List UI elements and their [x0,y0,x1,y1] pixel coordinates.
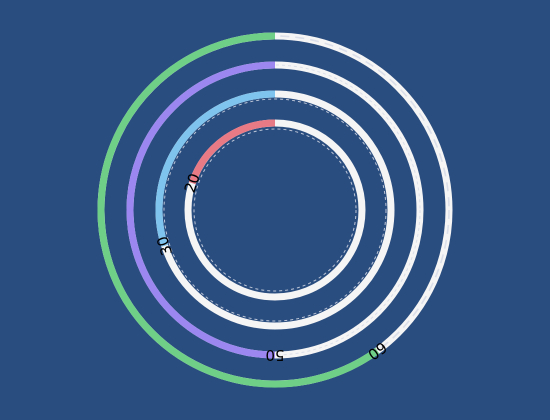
ring-bar-50 [126,61,276,359]
value-label-50: 50 [265,346,284,364]
dashed-guide-4 [193,128,357,292]
ring-bars [97,32,380,388]
ring-bar-20 [188,119,276,185]
value-label-20: 20 [181,171,204,195]
value-label-30: 30 [153,234,176,258]
dashed-guide-3 [163,98,387,322]
dashed-guide-2 [129,64,421,356]
ring-bar-60 [97,32,380,388]
ring-bar-30 [155,90,276,247]
